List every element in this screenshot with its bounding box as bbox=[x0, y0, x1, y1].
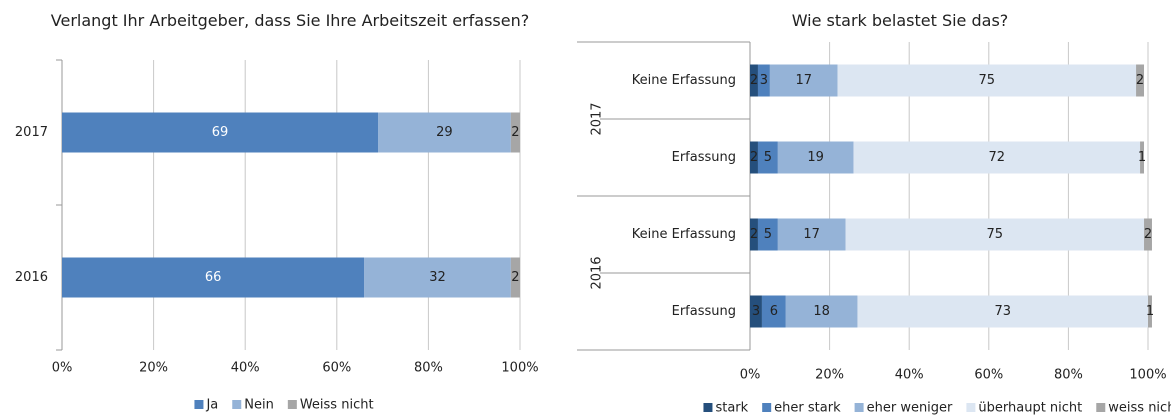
chart-title: Wie stark belastet Sie das? bbox=[791, 11, 1009, 30]
group-label: 2016 bbox=[590, 256, 605, 289]
group-label: 2017 bbox=[590, 102, 605, 135]
x-tick-label: 20% bbox=[139, 361, 168, 376]
data-label: 2 bbox=[1136, 73, 1144, 88]
x-tick-label: 0% bbox=[740, 368, 761, 383]
y-tick-label: Keine Erfassung bbox=[632, 227, 736, 242]
legend-label: überhaupt nicht bbox=[978, 401, 1082, 415]
bar-segment bbox=[1144, 218, 1152, 251]
data-label: 2 bbox=[750, 73, 758, 88]
data-label: 69 bbox=[212, 125, 229, 140]
x-tick-label: 40% bbox=[231, 361, 260, 376]
bar-segment bbox=[769, 64, 838, 97]
data-label: 2 bbox=[750, 150, 758, 165]
bar-segment bbox=[750, 64, 758, 97]
data-label: 17 bbox=[795, 73, 812, 88]
data-label: 19 bbox=[807, 150, 824, 165]
bar-segment bbox=[777, 218, 846, 251]
bar-segment bbox=[1148, 295, 1152, 328]
legend-label: weiss nicht bbox=[1108, 401, 1171, 415]
legend: Ja Nein Weiss nicht bbox=[194, 398, 374, 413]
data-label: 1 bbox=[1146, 304, 1154, 319]
data-label: 29 bbox=[436, 125, 453, 140]
data-label: 75 bbox=[986, 227, 1003, 242]
y-tick-label: Erfassung bbox=[672, 150, 736, 165]
x-tick-label: 60% bbox=[974, 368, 1003, 383]
bar-segment bbox=[62, 257, 365, 298]
bar-segment bbox=[757, 218, 778, 251]
data-label: 2 bbox=[1144, 227, 1152, 242]
x-tick-label: 0% bbox=[52, 361, 73, 376]
x-tick-label: 60% bbox=[322, 361, 351, 376]
legend-label: Ja bbox=[205, 398, 218, 413]
legend-swatch bbox=[762, 403, 772, 412]
bar-segment bbox=[785, 295, 858, 328]
bar-segment bbox=[1136, 64, 1145, 97]
bar-segment bbox=[857, 295, 1148, 328]
x-tick-label: 100% bbox=[1129, 368, 1166, 383]
data-label: 73 bbox=[994, 304, 1011, 319]
data-label: 17 bbox=[803, 227, 820, 242]
x-tick-label: 100% bbox=[501, 361, 538, 376]
bar-segment bbox=[750, 295, 762, 328]
data-label: 5 bbox=[764, 150, 772, 165]
bar-segment bbox=[750, 218, 758, 251]
data-label: 2 bbox=[750, 227, 758, 242]
bar-segment bbox=[777, 141, 854, 174]
bar-segment bbox=[757, 64, 770, 97]
legend: stark eher stark eher weniger überhaupt nic… bbox=[703, 401, 1171, 415]
y-tick-label: Keine Erfassung bbox=[632, 73, 736, 88]
y-tick-label: 2017 bbox=[15, 125, 48, 140]
x-tick-label: 80% bbox=[414, 361, 443, 376]
legend-label: eher weniger bbox=[867, 401, 953, 415]
legend-label: stark bbox=[715, 401, 748, 415]
legend-swatch bbox=[703, 403, 713, 412]
legend-label: Weiss nicht bbox=[300, 398, 374, 413]
legend-swatch bbox=[966, 403, 976, 412]
legend-label: Nein bbox=[244, 398, 274, 413]
bar-segment bbox=[510, 112, 520, 153]
data-label: 5 bbox=[764, 227, 772, 242]
data-label: 72 bbox=[988, 150, 1005, 165]
legend-swatch bbox=[232, 400, 242, 409]
bar-segment bbox=[837, 64, 1137, 97]
y-tick-label: Erfassung bbox=[672, 304, 736, 319]
bar-segment bbox=[761, 295, 786, 328]
y-tick-label: 2016 bbox=[15, 270, 48, 285]
bar-segment bbox=[750, 141, 758, 174]
bar-segment bbox=[62, 112, 379, 153]
data-label: 2 bbox=[511, 270, 519, 285]
bar-segment bbox=[1140, 141, 1145, 174]
x-tick-label: 20% bbox=[815, 368, 844, 383]
data-label: 18 bbox=[813, 304, 830, 319]
bar-segment bbox=[364, 257, 511, 298]
chart-title: Verlangt Ihr Arbeitgeber, dass Sie Ihre … bbox=[50, 11, 530, 30]
bar-segment bbox=[378, 112, 511, 153]
bar-segment bbox=[510, 257, 520, 298]
legend-label: eher stark bbox=[774, 401, 841, 415]
legend-swatch bbox=[287, 400, 297, 409]
x-tick-label: 40% bbox=[895, 368, 924, 383]
legend-swatch bbox=[1096, 403, 1106, 412]
data-label: 32 bbox=[429, 270, 446, 285]
data-label: 66 bbox=[205, 270, 222, 285]
bar-segment bbox=[757, 141, 778, 174]
data-label: 2 bbox=[511, 125, 519, 140]
legend-swatch bbox=[854, 403, 864, 412]
data-label: 1 bbox=[1138, 150, 1146, 165]
bar-segment bbox=[845, 218, 1145, 251]
legend-swatch bbox=[194, 400, 204, 409]
x-tick-label: 80% bbox=[1054, 368, 1083, 383]
data-label: 3 bbox=[760, 73, 768, 88]
data-label: 3 bbox=[752, 304, 760, 319]
bar-segment bbox=[853, 141, 1141, 174]
data-label: 75 bbox=[979, 73, 996, 88]
data-label: 6 bbox=[770, 304, 778, 319]
